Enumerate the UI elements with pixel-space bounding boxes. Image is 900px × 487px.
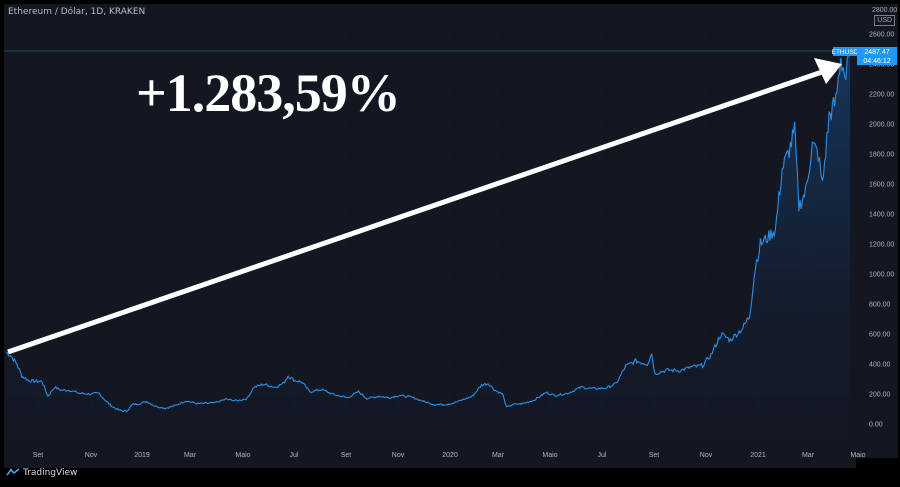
price-area-fill xyxy=(6,50,850,459)
price-area xyxy=(5,50,851,459)
x-tick-label: Maio xyxy=(235,452,250,459)
currency-unit: USD xyxy=(874,15,896,26)
arrow-head xyxy=(814,58,842,84)
price-tag-value: 2487.47 xyxy=(864,49,889,56)
x-tick-label: 2021 xyxy=(750,452,766,459)
y-tick-label: 2000.00 xyxy=(869,122,894,129)
tradingview-label: TradingView xyxy=(23,468,78,478)
x-tick-label: Set xyxy=(649,452,660,459)
tradingview-logo-icon xyxy=(6,468,20,476)
x-tick-label: 2019 xyxy=(134,452,150,459)
x-tick-label: Nov xyxy=(700,452,713,459)
x-tick-label: Jul xyxy=(598,452,607,459)
symbol-header: Ethereum / Dólar, 1D, KRAKEN xyxy=(8,7,146,17)
y-tick-label: 2200.00 xyxy=(869,92,894,99)
gain-annotation: +1.283,59% xyxy=(136,63,401,123)
y-axis-panel xyxy=(856,4,898,458)
arrow-shaft xyxy=(7,69,823,355)
x-tick-label: Mar xyxy=(802,452,815,459)
x-tick-label: Nov xyxy=(85,452,98,459)
x-axis: Set Nov 2019 Mar Maio Jul Set Nov 2020 Mar Maio Jul… xyxy=(33,452,866,459)
y-tick-label: 1800.00 xyxy=(869,152,894,159)
x-tick-label: Jul xyxy=(290,452,299,459)
x-axis-panel xyxy=(4,458,856,468)
y-tick-label: 200.00 xyxy=(869,392,891,399)
price-tag-symbol: ETHUSD xyxy=(832,49,859,56)
y-axis: 0.00 200.00 400.00 600.00 800.00 1000.00 1200.… xyxy=(869,32,894,429)
price-tag-countdown: 04:46:12 xyxy=(863,58,890,65)
x-tick-label: Set xyxy=(33,452,44,459)
y-tick-label: 600.00 xyxy=(869,332,891,339)
y-tick-label: 1600.00 xyxy=(869,182,894,189)
x-tick-label: 2020 xyxy=(442,452,458,459)
growth-arrow xyxy=(7,58,842,355)
currency-badge[interactable]: 2800.00 USD xyxy=(872,6,897,26)
y-tick-label: 1400.00 xyxy=(869,212,894,219)
y-tick-label: 0.00 xyxy=(869,422,883,429)
x-tick-label: Set xyxy=(341,452,352,459)
x-tick-label: Nov xyxy=(392,452,405,459)
y-tick-label: 1200.00 xyxy=(869,242,894,249)
y-tick-label: 400.00 xyxy=(869,362,891,369)
price-tag: ETHUSD 2487.47 04:46:12 xyxy=(832,47,897,65)
tradingview-watermark[interactable]: TradingView xyxy=(6,468,77,478)
y-tick-label: 1000.00 xyxy=(869,272,894,279)
x-tick-label: Mar xyxy=(492,452,505,459)
price-line xyxy=(5,50,851,413)
price-tag-value-bg xyxy=(857,47,897,65)
price-tag-symbol-bg xyxy=(833,47,857,56)
y-tick-label: 2600.00 xyxy=(869,32,894,39)
y-tick-label: 800.00 xyxy=(869,302,891,309)
currency-top-label: 2800.00 xyxy=(872,7,898,14)
x-tick-label: Mar xyxy=(184,452,197,459)
x-tick-label: Maio xyxy=(542,452,557,459)
x-tick-label: Maio xyxy=(850,452,865,459)
